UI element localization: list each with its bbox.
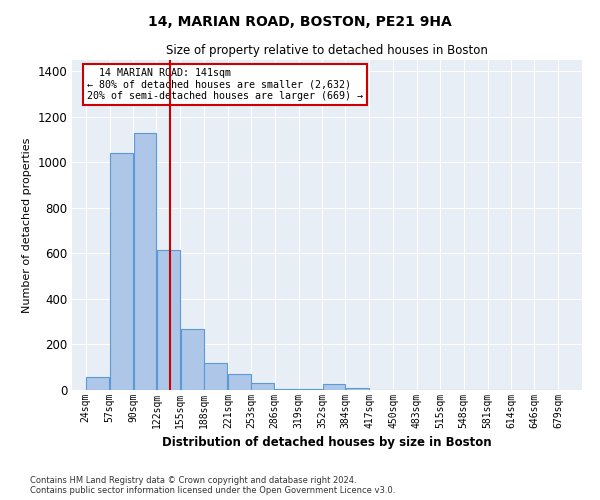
Text: Contains HM Land Registry data © Crown copyright and database right 2024.
Contai: Contains HM Land Registry data © Crown c… (30, 476, 395, 495)
Bar (134, 133, 156, 390)
Bar (86, 378, 109, 390)
Bar (346, 388, 369, 390)
Y-axis label: Number of detached properties: Number of detached properties (22, 138, 32, 312)
Bar (251, 383, 274, 390)
X-axis label: Distribution of detached houses by size in Boston: Distribution of detached houses by size … (162, 436, 492, 450)
Bar (157, 250, 180, 390)
Bar (323, 384, 345, 390)
Bar (181, 328, 203, 390)
Text: 14, MARIAN ROAD, BOSTON, PE21 9HA: 14, MARIAN ROAD, BOSTON, PE21 9HA (148, 15, 452, 29)
Bar (110, 154, 133, 390)
Bar (228, 374, 251, 390)
Text: 14 MARIAN ROAD: 141sqm
← 80% of detached houses are smaller (2,632)
20% of semi-: 14 MARIAN ROAD: 141sqm ← 80% of detached… (88, 68, 364, 102)
Bar (299, 389, 322, 390)
Bar (205, 362, 227, 390)
Bar (275, 389, 298, 390)
Title: Size of property relative to detached houses in Boston: Size of property relative to detached ho… (166, 44, 488, 58)
